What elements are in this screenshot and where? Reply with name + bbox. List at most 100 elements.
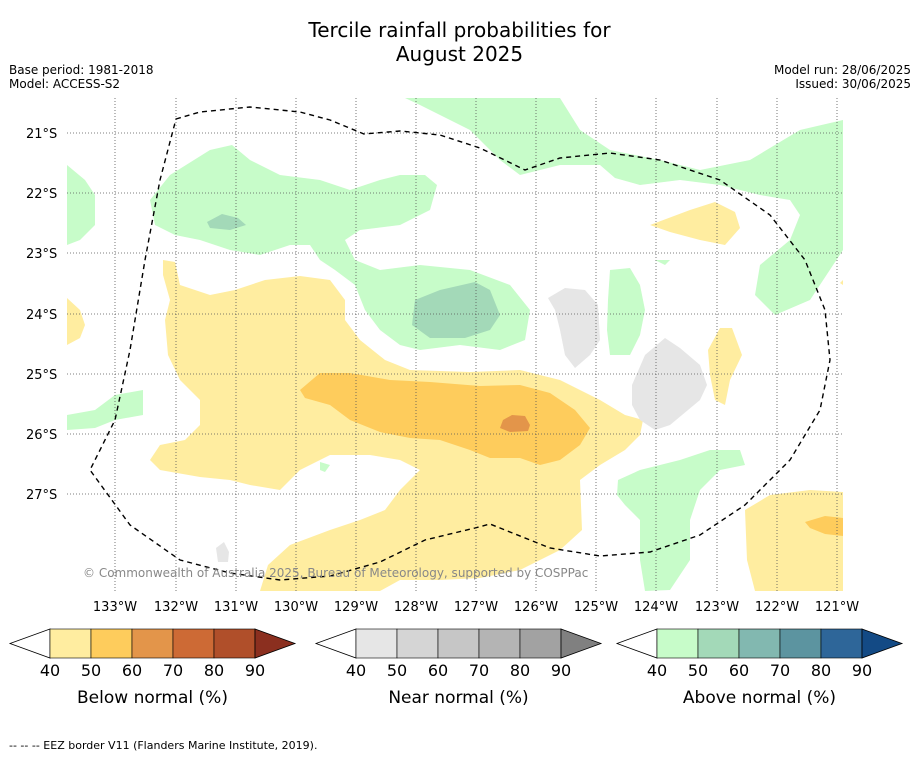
lon-label: 132°W xyxy=(154,600,198,615)
lon-label: 133°W xyxy=(93,600,137,615)
longitude-labels: 133°W 132°W 131°W 130°W 129°W 128°W 127°… xyxy=(93,600,859,615)
lat-label: 24°S xyxy=(26,308,57,323)
above-normal-region xyxy=(655,260,670,265)
above-normal-region xyxy=(320,462,330,472)
colorbar-segment xyxy=(172,628,215,659)
colorbar-under-extension xyxy=(615,628,658,659)
title-line-1: Tercile rainfall probabilities for xyxy=(308,18,611,42)
colorbar-tick-label: 90 xyxy=(245,661,265,680)
lat-label: 23°S xyxy=(26,247,57,262)
colorbar-tick-label: 60 xyxy=(122,661,142,680)
lon-label: 129°W xyxy=(334,600,378,615)
colorbar-tick-label: 40 xyxy=(647,661,667,680)
near-normal-region xyxy=(216,542,229,562)
colorbar-tick-label: 50 xyxy=(387,661,407,680)
colorbar-title: Near normal (%) xyxy=(388,688,528,708)
map-title: Tercile rainfall probabilities for Augus… xyxy=(0,18,919,66)
colorbar-under-extension xyxy=(314,628,357,659)
latitude-labels: 21°S 22°S 23°S 24°S 25°S 26°S 27°S xyxy=(26,127,57,503)
above-normal-region xyxy=(405,98,843,315)
colorbar-below-normal: 40 50 60 70 80 90 Below normal (%) xyxy=(8,628,297,708)
colorbar-tick-label: 40 xyxy=(346,661,366,680)
lon-label: 121°W xyxy=(815,600,859,615)
below-normal-region xyxy=(67,298,85,345)
colorbar-title: Below normal (%) xyxy=(77,688,228,708)
below-normal-region-60 xyxy=(500,415,530,432)
issued-date: Issued: 30/06/2025 xyxy=(795,77,911,91)
colorbar-tick-label: 60 xyxy=(729,661,749,680)
lat-label: 21°S xyxy=(26,127,57,142)
colorbar-tick-label: 80 xyxy=(510,661,530,680)
colorbar-tick-label: 60 xyxy=(428,661,448,680)
colorbar-segment xyxy=(478,628,521,659)
copyright-text: © Commonwealth of Australia 2025, Bureau… xyxy=(83,566,588,580)
above-normal-region xyxy=(607,268,645,355)
colorbar-tick-label: 90 xyxy=(551,661,571,680)
above-normal-region xyxy=(617,450,745,591)
lat-label: 27°S xyxy=(26,488,57,503)
colorbar-segment xyxy=(820,628,863,659)
colorbar-tick-label: 70 xyxy=(770,661,790,680)
lon-label: 123°W xyxy=(695,600,739,615)
colorbar-segment xyxy=(396,628,439,659)
model-run: Model run: 28/06/2025 xyxy=(773,63,911,77)
colorbar-segment xyxy=(49,628,92,659)
colorbar-segment xyxy=(697,628,740,659)
colorbar-over-extension xyxy=(254,628,297,659)
lon-label: 122°W xyxy=(755,600,799,615)
colorbar-segment xyxy=(131,628,174,659)
colorbar-tick-label: 50 xyxy=(81,661,101,680)
lat-label: 22°S xyxy=(26,187,57,202)
colorbar-title: Above normal (%) xyxy=(683,688,836,708)
meta-right: Model run: 28/06/2025 Issued: 30/06/2025 xyxy=(774,63,911,91)
below-normal-region xyxy=(650,202,740,245)
near-normal-region xyxy=(632,338,707,430)
lon-label: 125°W xyxy=(574,600,618,615)
colorbar-over-extension xyxy=(861,628,904,659)
colorbar-segment xyxy=(656,628,699,659)
colorbar-tick-label: 70 xyxy=(163,661,183,680)
lon-label: 130°W xyxy=(274,600,318,615)
colorbar-over-extension xyxy=(560,628,603,659)
colorbar-above-normal: 40 50 60 70 80 90 Above normal (%) xyxy=(615,628,904,708)
colorbar-under-extension xyxy=(8,628,51,659)
below-normal-region-50 xyxy=(300,373,590,465)
base-period: Base period: 1981-2018 xyxy=(9,63,154,77)
lon-label: 124°W xyxy=(634,600,678,615)
above-normal-region xyxy=(67,165,95,245)
below-normal-region xyxy=(708,328,742,405)
colorbar-tick-label: 80 xyxy=(811,661,831,680)
colorbar-segment xyxy=(213,628,256,659)
colorbar-segment xyxy=(437,628,480,659)
colorbar-segment xyxy=(355,628,398,659)
colorbar-segment xyxy=(519,628,562,659)
below-normal-region xyxy=(840,280,843,285)
below-normal-region-50 xyxy=(805,516,843,536)
colorbar-tick-label: 40 xyxy=(40,661,60,680)
below-normal-region xyxy=(745,490,843,591)
colorbar-tick-label: 90 xyxy=(852,661,872,680)
meta-left: Base period: 1981-2018 Model: ACCESS-S2 xyxy=(9,63,154,91)
title-line-2: August 2025 xyxy=(395,42,524,66)
above-normal-region xyxy=(67,390,143,430)
colorbar-segment xyxy=(738,628,781,659)
lat-label: 25°S xyxy=(26,368,57,383)
near-normal-region xyxy=(548,288,600,368)
above-normal-region-50 xyxy=(412,282,500,338)
colorbar-near-normal: 40 50 60 70 80 90 Near normal (%) xyxy=(314,628,603,708)
lon-label: 128°W xyxy=(394,600,438,615)
colorbar-tick-label: 70 xyxy=(469,661,489,680)
lon-label: 127°W xyxy=(454,600,498,615)
lat-label: 26°S xyxy=(26,428,57,443)
colorbar-tick-label: 80 xyxy=(204,661,224,680)
eez-footnote: -- -- -- EEZ border V11 (Flanders Marine… xyxy=(9,739,318,752)
lon-label: 131°W xyxy=(214,600,258,615)
colorbar-segment xyxy=(779,628,822,659)
lon-label: 126°W xyxy=(514,600,558,615)
model-name: Model: ACCESS-S2 xyxy=(9,77,121,91)
graticule xyxy=(67,98,843,591)
map-plot-area: © Commonwealth of Australia 2025, Bureau… xyxy=(67,98,843,591)
colorbar-tick-label: 50 xyxy=(688,661,708,680)
colorbar-segment xyxy=(90,628,133,659)
